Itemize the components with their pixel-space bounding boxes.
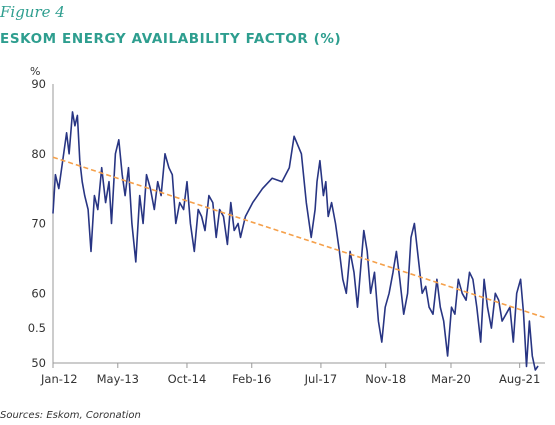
x-tick-label: May-13	[97, 372, 139, 386]
chart-title: ESKOM ENERGY AVAILABILITY FACTOR (%)	[0, 31, 341, 47]
trend-line	[52, 156, 546, 319]
y-tick-label: 60	[31, 286, 46, 300]
eaf-series-line	[52, 111, 539, 371]
y-axis-ticks: 50 0.5 60 70 80 90	[28, 77, 46, 370]
source-note: Sources: Eskom, Coronation	[0, 410, 141, 421]
y-axis-unit-label: %	[30, 65, 40, 78]
y-tick-label: 70	[31, 217, 46, 231]
x-axis-ticks: Jan-12 May-13 Oct-14 Feb-16 Jul-17 Nov-18 Mar-…	[40, 363, 540, 386]
series-layer	[52, 111, 546, 371]
x-tick-label: Feb-16	[232, 372, 271, 386]
x-tick-label: Mar-20	[431, 372, 471, 386]
y-tick-label: 50	[31, 356, 46, 370]
x-tick-label: Jul-17	[304, 372, 338, 386]
y-tick-label: 0.5	[28, 321, 46, 335]
x-tick-label: Aug-21	[499, 372, 540, 386]
x-tick-label: Oct-14	[168, 372, 207, 386]
y-tick-label: 80	[31, 147, 46, 161]
x-tick-label: Nov-18	[365, 372, 406, 386]
figure-label: Figure 4	[0, 3, 65, 21]
x-tick-label: Jan-12	[40, 372, 78, 386]
y-tick-label: 90	[31, 77, 46, 91]
